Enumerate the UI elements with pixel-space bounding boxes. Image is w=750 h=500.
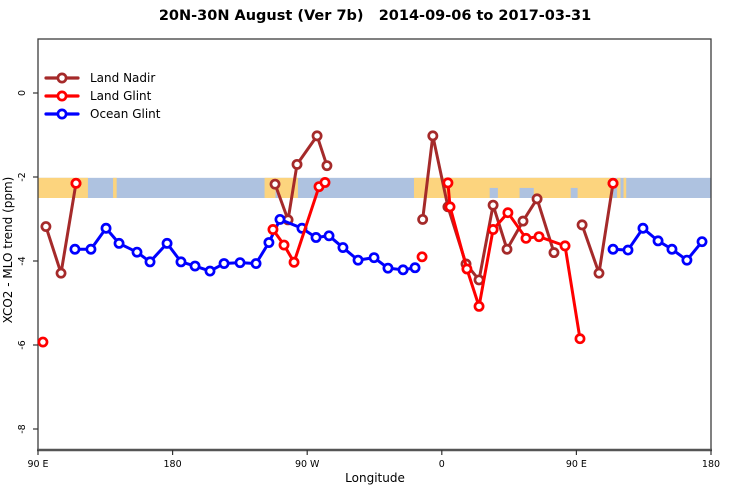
chart-title: 20N-30N August (Ver 7b) 2014-09-06 to 20… [158, 8, 592, 24]
x-tick-label: 180 [164, 459, 182, 470]
series-land-glint-point [574, 333, 586, 345]
series-land-nadir-point [548, 247, 560, 259]
series-ocean-glint-point [666, 243, 678, 255]
series-land-nadir-point [427, 130, 439, 142]
series-land-nadir-point [593, 267, 605, 279]
map-band-land [617, 177, 621, 198]
series-land-glint-point [278, 239, 290, 251]
series-ocean-glint-point [250, 258, 262, 269]
series-ocean-glint-point [310, 232, 322, 243]
series-ocean-glint-point [652, 235, 664, 247]
x-tick-label: 90 E [566, 459, 587, 470]
legend-swatch-point [56, 90, 68, 102]
series-ocean-glint-point [352, 254, 364, 266]
series-land-glint-point [37, 336, 49, 348]
series-land-nadir-point [576, 219, 588, 231]
series-ocean-glint-point [409, 262, 421, 274]
series-ocean-glint-point [337, 242, 349, 254]
legend-swatch-point [56, 72, 68, 84]
series-ocean-glint-point [113, 237, 125, 249]
series-land-glint-point [559, 240, 571, 252]
series-land-nadir-point [321, 160, 333, 172]
series-land-glint-point [461, 263, 473, 275]
series-ocean-glint-point [607, 243, 619, 255]
series-land-glint-point [487, 224, 499, 235]
series-ocean-glint-point [637, 222, 649, 234]
map-band-ocean-patch [519, 187, 534, 198]
legend-label: Land Nadir [90, 71, 155, 85]
series-ocean-glint-point [175, 256, 187, 268]
series-land-nadir-point [487, 199, 499, 211]
series-land-glint-point [319, 177, 331, 188]
map-band-land [623, 177, 627, 198]
x-tick-label: 90 E [27, 459, 48, 470]
map-band-ocean-patch [489, 187, 498, 198]
y-axis-label: XCO2 - MLO trend (ppm) [1, 176, 15, 324]
legend-label: Ocean Glint [90, 107, 161, 121]
x-tick-label: 0 [439, 459, 445, 470]
series-land-glint-point [267, 224, 279, 235]
legend-label: Land Glint [90, 89, 152, 103]
series-ocean-glint-point [622, 244, 634, 256]
series-land-glint-point [70, 177, 82, 189]
series-ocean-glint-point [368, 252, 380, 264]
y-tick-label: -2 [17, 172, 28, 181]
series-ocean-glint-point [263, 237, 275, 248]
series-land-nadir-point [40, 221, 52, 233]
series-land-nadir-point [269, 178, 281, 190]
series-land-nadir-line [421, 134, 556, 282]
series-ocean-glint-point [323, 230, 335, 242]
series-land-glint-point [473, 300, 485, 312]
y-tick-label: -4 [17, 256, 28, 265]
series-ocean-glint-point [85, 243, 97, 255]
series-ocean-glint-point [189, 260, 201, 272]
series-land-glint-point [502, 207, 514, 219]
series-ocean-glint-point [144, 256, 156, 268]
series-ocean-glint-point [218, 258, 230, 269]
series-ocean-glint-point [696, 236, 708, 248]
series-land-nadir-point [501, 243, 513, 255]
series-land-nadir-point [417, 213, 429, 225]
series-land-nadir-point [55, 267, 67, 279]
x-tick-label: 180 [702, 459, 720, 470]
map-band-land [413, 177, 614, 198]
series-land-glint-point [607, 177, 619, 189]
series-ocean-glint-point [234, 257, 246, 269]
y-tick-label: -6 [17, 340, 28, 349]
map-band-ocean-patch [570, 187, 578, 198]
series-land-nadir-point [531, 193, 543, 205]
y-tick-label: 0 [17, 90, 28, 96]
series-ocean-glint-point [681, 254, 693, 266]
series-ocean-glint-point [131, 246, 143, 258]
x-axis-label: Longitude [345, 471, 405, 485]
series-land-nadir-point [291, 158, 303, 170]
series-land-glint-point [533, 231, 545, 243]
series-ocean-glint-point [397, 264, 409, 276]
series-ocean-glint-point [69, 243, 81, 255]
series-ocean-glint-point [382, 262, 394, 274]
map-band-land [113, 177, 117, 198]
series-land-glint-line [446, 181, 582, 341]
series-ocean-glint-point [274, 213, 286, 225]
y-tick-label: -8 [17, 424, 28, 433]
series-land-glint-point [444, 201, 456, 213]
series-land-glint-point [416, 251, 428, 263]
series-land-glint-point [520, 232, 532, 244]
series-land-nadir-point [311, 130, 323, 142]
legend-swatch-point [56, 108, 68, 120]
series-ocean-glint-point [100, 222, 112, 234]
series-ocean-glint-point [161, 237, 173, 249]
series-land-glint-point [288, 256, 300, 268]
series-land-glint-point [442, 177, 454, 189]
series-land-nadir-point [517, 215, 529, 227]
series-ocean-glint-point [204, 265, 216, 277]
x-tick-label: 90 W [295, 459, 320, 470]
